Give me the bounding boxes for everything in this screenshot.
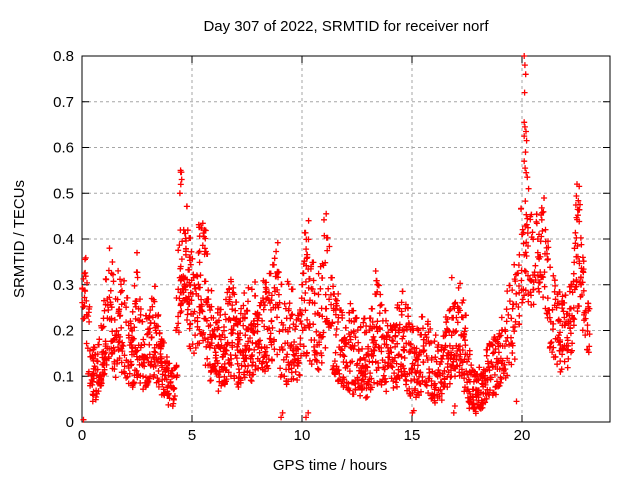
x-tick-label: 20 [514, 427, 531, 444]
y-tick-label: 0.5 [53, 185, 74, 202]
axis-ticks [81, 55, 610, 423]
x-tick-label: 0 [78, 427, 86, 444]
x-tick-label: 10 [294, 427, 311, 444]
x-axis-label: GPS time / hours [273, 457, 387, 474]
y-tick-label: 0.7 [53, 94, 74, 111]
chart-title: Day 307 of 2022, SRMTID for receiver nor… [203, 18, 489, 35]
y-tick-label: 0.1 [53, 368, 74, 385]
y-tick-label: 0.6 [53, 140, 74, 157]
scatter-points [79, 53, 593, 423]
y-tick-label: 0.8 [53, 48, 74, 65]
x-tick-label: 15 [404, 427, 421, 444]
y-tick-label: 0.3 [53, 277, 74, 294]
y-tick-label: 0.2 [53, 323, 74, 340]
y-tick-label: 0 [66, 414, 74, 431]
x-tick-label: 5 [188, 427, 196, 444]
y-axis-label: SRMTID / TECUs [11, 180, 28, 298]
gridlines [82, 56, 610, 422]
y-tick-label: 0.4 [53, 231, 74, 248]
